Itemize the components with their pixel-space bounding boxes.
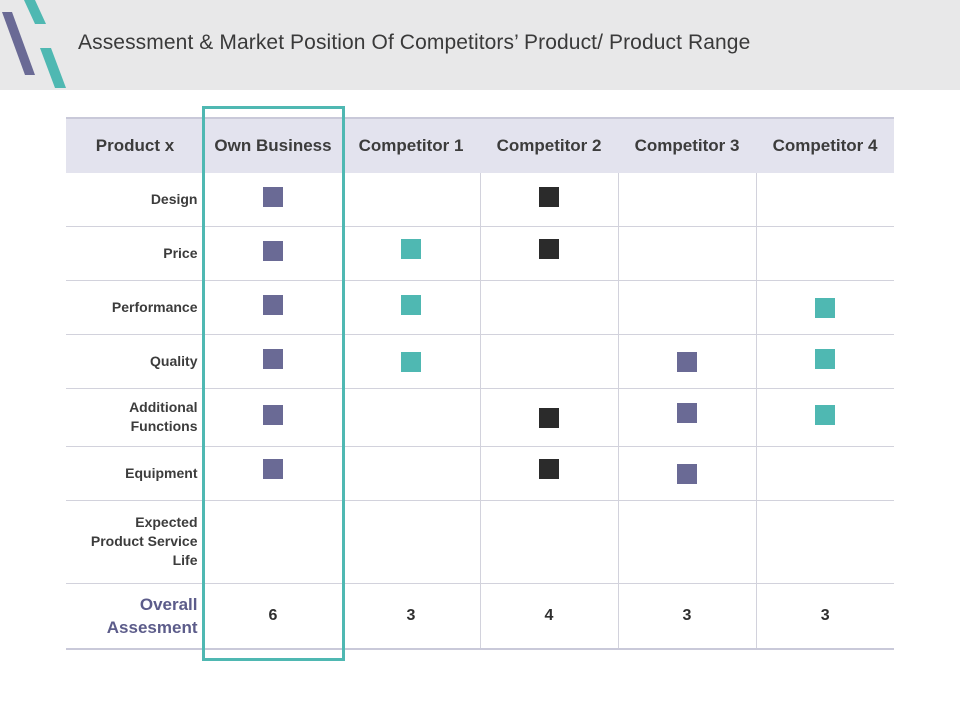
competitor-4-cell xyxy=(755,173,894,227)
competitor-1-cell xyxy=(341,388,480,447)
teal-marker xyxy=(401,351,421,372)
overall-label: Overall Assesment xyxy=(66,583,204,650)
dark-marker xyxy=(539,407,559,428)
logo-stripes-icon xyxy=(2,0,66,88)
competitor-1-cell xyxy=(341,173,480,227)
competitor-1-cell xyxy=(341,500,480,584)
competitor-2-cell xyxy=(479,280,618,335)
row-label: Design xyxy=(66,173,204,227)
competitor-1-cell xyxy=(341,446,480,501)
assessment-table: Product x Own Business Competitor 1 Comp… xyxy=(66,117,894,650)
competitor-2-score: 4 xyxy=(479,583,618,650)
competitor-1-cell xyxy=(341,226,480,281)
own-cell xyxy=(203,500,342,584)
competitor-3-cell xyxy=(617,500,756,584)
header-competitor-4: Competitor 4 xyxy=(756,117,894,173)
own-cell xyxy=(203,388,342,447)
competitor-2-cell xyxy=(479,388,618,447)
table-row: Price xyxy=(66,226,894,281)
competitor-4-score: 3 xyxy=(755,583,894,650)
competitor-1-score: 3 xyxy=(341,583,480,650)
competitor-4-cell xyxy=(755,280,894,335)
table-row: Quality xyxy=(66,334,894,389)
competitor-4-cell xyxy=(755,446,894,501)
competitor-1-cell xyxy=(341,334,480,389)
row-label: Quality xyxy=(66,334,204,389)
row-label: Expected Product Service Life xyxy=(66,500,204,584)
competitor-4-cell xyxy=(755,388,894,447)
header-product: Product x xyxy=(66,117,204,173)
own-marker xyxy=(263,294,283,315)
header-competitor-2: Competitor 2 xyxy=(480,117,618,173)
own-marker xyxy=(263,348,283,369)
competitor-3-cell xyxy=(617,446,756,501)
competitor-2-cell xyxy=(479,226,618,281)
row-label: Equipment xyxy=(66,446,204,501)
competitor-4-cell xyxy=(755,334,894,389)
competitor-3-marker xyxy=(677,463,697,484)
competitor-3-cell xyxy=(617,334,756,389)
competitor-1-cell xyxy=(341,280,480,335)
teal-marker xyxy=(815,297,836,318)
table-row: Equipment xyxy=(66,446,894,501)
competitor-3-marker xyxy=(677,402,697,423)
table-row: Design xyxy=(66,173,894,227)
own-cell xyxy=(203,173,342,227)
page-title: Assessment & Market Position Of Competit… xyxy=(78,31,751,54)
title-band xyxy=(0,0,960,90)
own-marker xyxy=(263,404,283,425)
competitor-2-cell xyxy=(479,334,618,389)
competitor-4-cell xyxy=(755,226,894,281)
row-label: Performance xyxy=(66,280,204,335)
competitor-3-cell xyxy=(617,173,756,227)
dark-marker xyxy=(539,238,559,259)
overall-row: Overall Assesment 6 3 4 3 3 xyxy=(66,583,894,650)
own-score: 6 xyxy=(203,583,342,650)
teal-marker xyxy=(401,294,421,315)
competitor-3-cell xyxy=(617,226,756,281)
competitor-4-cell xyxy=(755,500,894,584)
dark-marker xyxy=(539,186,559,207)
teal-marker xyxy=(401,238,421,259)
header-competitor-3: Competitor 3 xyxy=(618,117,756,173)
competitor-2-cell xyxy=(479,446,618,501)
competitor-2-cell xyxy=(479,173,618,227)
header-own-business: Own Business xyxy=(204,117,342,173)
own-cell xyxy=(203,446,342,501)
own-cell xyxy=(203,334,342,389)
own-marker xyxy=(263,458,283,479)
table-header-row: Product x Own Business Competitor 1 Comp… xyxy=(66,117,894,173)
own-marker xyxy=(263,186,283,207)
own-marker xyxy=(263,240,283,261)
own-cell xyxy=(203,280,342,335)
dark-marker xyxy=(539,458,559,479)
table-row: Expected Product Service Life xyxy=(66,500,894,584)
header-competitor-1: Competitor 1 xyxy=(342,117,480,173)
competitor-3-marker xyxy=(677,351,697,372)
competitor-3-score: 3 xyxy=(617,583,756,650)
row-label: Price xyxy=(66,226,204,281)
teal-marker xyxy=(815,404,836,425)
competitor-3-cell xyxy=(617,388,756,447)
row-label: Additional Functions xyxy=(66,388,204,447)
table-row: Additional Functions xyxy=(66,388,894,447)
table-row: Performance xyxy=(66,280,894,335)
competitor-2-cell xyxy=(479,500,618,584)
teal-marker xyxy=(815,348,836,369)
own-cell xyxy=(203,226,342,281)
competitor-3-cell xyxy=(617,280,756,335)
